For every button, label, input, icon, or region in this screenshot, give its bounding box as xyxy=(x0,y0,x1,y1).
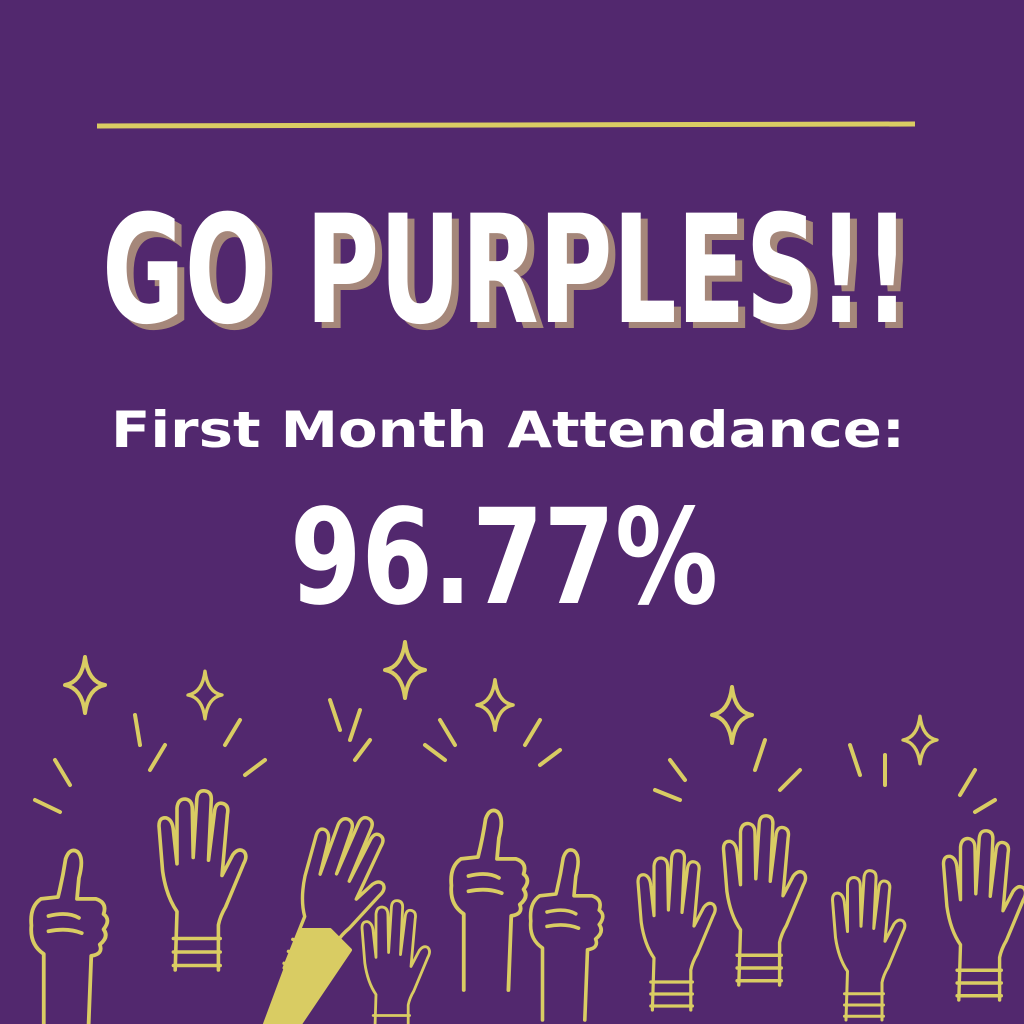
celebration-illustration xyxy=(29,640,1024,1024)
divider-line xyxy=(96,121,916,129)
subtitle: First Month Attendance: xyxy=(111,401,905,459)
attendance-value: 96.77% xyxy=(290,481,718,635)
headline: GO PURPLES!! xyxy=(102,184,910,358)
